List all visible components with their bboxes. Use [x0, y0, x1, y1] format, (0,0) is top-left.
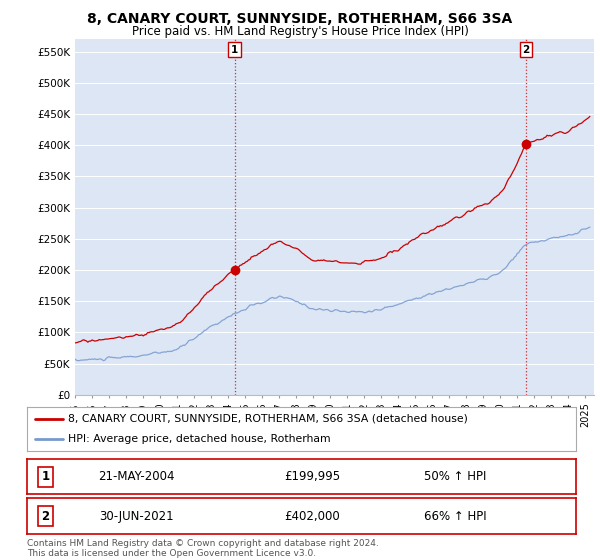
Text: Price paid vs. HM Land Registry's House Price Index (HPI): Price paid vs. HM Land Registry's House … — [131, 25, 469, 38]
Text: 50% ↑ HPI: 50% ↑ HPI — [424, 470, 487, 483]
Text: 8, CANARY COURT, SUNNYSIDE, ROTHERHAM, S66 3SA: 8, CANARY COURT, SUNNYSIDE, ROTHERHAM, S… — [88, 12, 512, 26]
Text: 21-MAY-2004: 21-MAY-2004 — [98, 470, 175, 483]
Text: Contains HM Land Registry data © Crown copyright and database right 2024.
This d: Contains HM Land Registry data © Crown c… — [27, 539, 379, 558]
Text: £402,000: £402,000 — [284, 510, 340, 522]
Text: 30-JUN-2021: 30-JUN-2021 — [100, 510, 174, 522]
Text: 66% ↑ HPI: 66% ↑ HPI — [424, 510, 487, 522]
Text: £199,995: £199,995 — [284, 470, 341, 483]
Text: 1: 1 — [41, 470, 50, 483]
Text: 2: 2 — [41, 510, 50, 522]
Text: HPI: Average price, detached house, Rotherham: HPI: Average price, detached house, Roth… — [68, 434, 331, 444]
Text: 8, CANARY COURT, SUNNYSIDE, ROTHERHAM, S66 3SA (detached house): 8, CANARY COURT, SUNNYSIDE, ROTHERHAM, S… — [68, 414, 468, 424]
Text: 1: 1 — [231, 45, 238, 54]
Text: 2: 2 — [523, 45, 530, 54]
